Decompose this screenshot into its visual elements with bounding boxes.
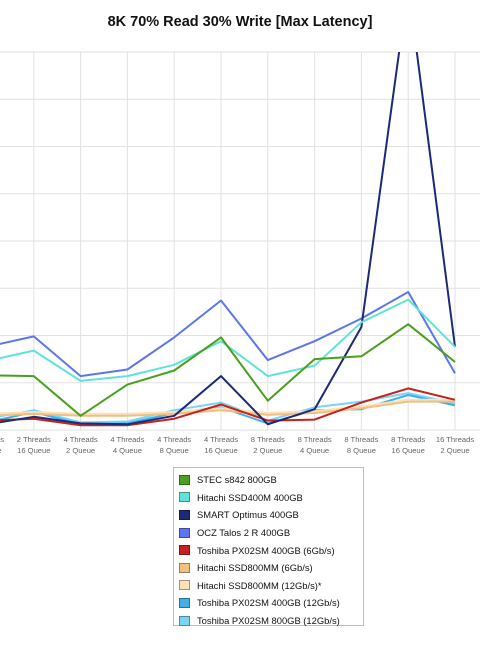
legend-item: OCZ Talos 2 R 400GB [179, 524, 363, 542]
legend-item: Hitachi SSD800MM (12Gb/s)* [179, 577, 363, 595]
legend-item: SMART Optimus 400GB [179, 506, 363, 524]
legend-label: Hitachi SSD800MM (12Gb/s)* [197, 579, 322, 591]
legend-label: STEC s842 800GB [197, 474, 277, 486]
x-tick-label: 2 Threads [17, 435, 51, 444]
legend-item: Toshiba PX02SM 400GB (6Gb/s) [179, 541, 363, 559]
chart-title: 8K 70% Read 30% Write [Max Latency] [107, 14, 373, 30]
legend-item: Toshiba PX02SM 800GB (12Gb/s) [179, 612, 363, 630]
legend-swatch [179, 492, 190, 503]
series-lines [0, 52, 456, 427]
series-line [0, 298, 456, 382]
legend-swatch [179, 474, 190, 485]
x-tick-label: 4 Queue [300, 446, 329, 455]
series-line [0, 52, 456, 426]
x-tick-label: 2 Queue [66, 446, 95, 455]
x-axis-tick-labels: 2 Threads 8 Queue 2 Threads 16 Queue 4 Threa… [0, 435, 474, 455]
x-tick-label: 8 Queue [160, 446, 189, 455]
legend-swatch [179, 509, 190, 520]
x-tick-label: 8 Threads [391, 435, 425, 444]
grid [0, 51, 480, 431]
legend-item: Toshiba PX02SM 400GB (12Gb/s) [179, 594, 363, 612]
x-tick-label: 16 Queue [392, 446, 425, 455]
legend-item: Hitachi SSD800MM (6Gb/s) [179, 559, 363, 577]
x-tick-label: 4 Queue [113, 446, 142, 455]
legend-item: STEC s842 800GB [179, 471, 363, 489]
legend-item: Hitachi SSD400M 400GB [179, 489, 363, 507]
legend-label: Hitachi SSD800MM (6Gb/s) [197, 562, 313, 574]
x-tick-label: 2 Queue [440, 446, 469, 455]
x-tick-label: 4 Threads [157, 435, 191, 444]
legend-label: OCZ Talos 2 R 400GB [197, 527, 291, 539]
legend-label: Toshiba PX02SM 400GB (6Gb/s) [197, 544, 335, 556]
x-tick-label: 16 Queue [17, 446, 50, 455]
line-chart: 2 Threads 8 Queue 2 Threads 16 Queue 4 Threa… [0, 51, 480, 455]
x-tick-label: 8 Queue [347, 446, 376, 455]
legend: STEC s842 800GB Hitachi SSD400M 400GB SMAR… [173, 467, 364, 626]
legend-swatch [179, 615, 190, 626]
x-tick-label: 8 Threads [344, 435, 378, 444]
x-tick-label: 8 Queue [0, 446, 2, 455]
x-tick-label: 4 Threads [64, 435, 98, 444]
series-line [0, 400, 455, 417]
x-tick-label: 16 Queue [204, 446, 237, 455]
x-tick-label: 4 Threads [110, 435, 144, 444]
x-tick-label: 8 Threads [251, 435, 285, 444]
legend-swatch [179, 597, 190, 608]
series-line [0, 387, 456, 427]
legend-swatch [179, 545, 190, 556]
legend-swatch [179, 580, 190, 591]
legend-label: Toshiba PX02SM 400GB (12Gb/s) [197, 597, 340, 609]
x-tick-label: 8 Threads [298, 435, 332, 444]
legend-label: Toshiba PX02SM 800GB (12Gb/s) [197, 615, 340, 627]
series-line [0, 291, 456, 378]
x-tick-label: 16 Threads [436, 435, 474, 444]
series-line [0, 323, 456, 417]
legend-swatch [179, 527, 190, 538]
x-tick-label: 4 Threads [204, 435, 238, 444]
legend-label: Hitachi SSD400M 400GB [197, 491, 303, 503]
legend-label: SMART Optimus 400GB [197, 509, 299, 521]
series-line [0, 398, 455, 415]
legend-swatch [179, 562, 190, 573]
x-tick-label: 2 Threads [0, 435, 4, 444]
x-tick-label: 2 Queue [253, 446, 282, 455]
